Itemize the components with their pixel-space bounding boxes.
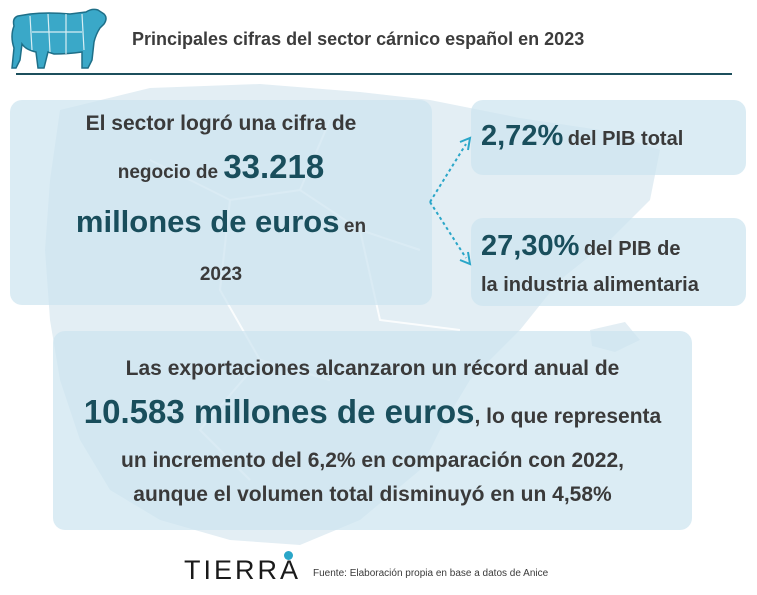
gdp-total-label: del PIB total [567, 128, 684, 150]
turnover-prefix: negocio de [117, 162, 219, 183]
exports-line3: un incremento del 6,2% en comparación co… [121, 449, 624, 472]
exports-line4: aunque el volumen total disminuyó en un … [133, 483, 612, 506]
turnover-year: 2023 [199, 264, 243, 285]
exports-line2-suffix: , lo que representa [474, 405, 662, 428]
logo-dot-icon [284, 551, 293, 560]
header-divider [16, 73, 732, 75]
gdp-total-line: 2,72% del PIB total [481, 120, 683, 153]
turnover-amount-unit: millones de euros [75, 204, 340, 239]
dotted-arrows-icon [429, 136, 472, 266]
footer: TIERRA Fuente: Elaboración propia en bas… [0, 545, 757, 595]
tierra-logo: TIERRA [184, 555, 302, 585]
turnover-card: El sector logró una cifra de negocio de … [10, 100, 432, 305]
gdp-food-line: 27,30% del PIB de [481, 230, 681, 263]
turnover-suffix: en [343, 216, 367, 237]
exports-amount: 10.583 millones de euros [83, 393, 475, 430]
exports-card: Las exportaciones alcanzaron un récord a… [53, 331, 692, 530]
gdp-food-industry-card: 27,30% del PIB de la industria alimentar… [471, 218, 746, 306]
exports-line1: Las exportaciones alcanzaron un récord a… [125, 357, 620, 380]
header: Principales cifras del sector cárnico es… [0, 0, 757, 80]
turnover-line2: negocio de 33.218 [10, 148, 432, 186]
exports-line2: 10.583 millones de euros, lo que represe… [53, 393, 692, 431]
gdp-food-label1: del PIB de [583, 238, 681, 260]
gdp-food-value: 27,30% [481, 230, 580, 262]
turnover-line1: El sector logró una cifra de [85, 112, 357, 135]
turnover-line3: millones de euros en [10, 204, 432, 240]
gdp-total-card: 2,72% del PIB total [471, 100, 746, 175]
source-note: Fuente: Elaboración propia en base a dat… [313, 568, 549, 579]
gdp-food-label2: la industria alimentaria [481, 274, 699, 296]
page-title: Principales cifras del sector cárnico es… [132, 29, 585, 49]
bull-cuts-icon [11, 8, 107, 69]
gdp-total-value: 2,72% [481, 120, 564, 152]
turnover-amount: 33.218 [223, 148, 325, 185]
